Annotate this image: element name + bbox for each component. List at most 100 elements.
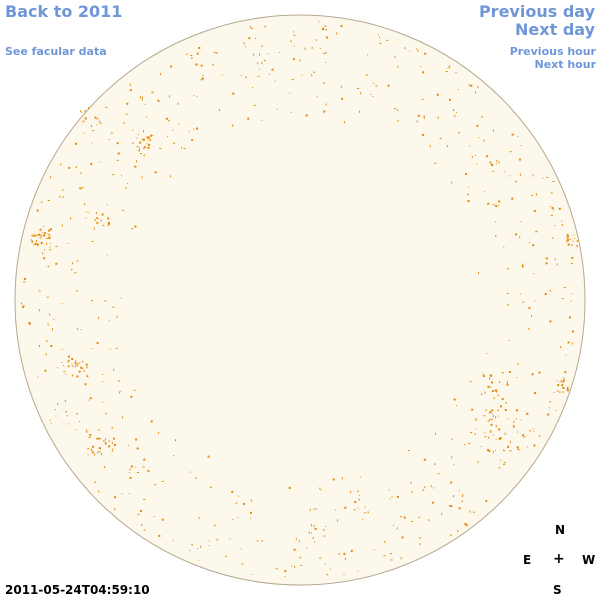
facula-dot bbox=[50, 228, 52, 231]
facula-dot bbox=[559, 381, 561, 383]
facula-dot bbox=[152, 135, 154, 136]
facula-dot bbox=[29, 323, 31, 325]
facula-dot bbox=[312, 536, 314, 539]
facula-dot bbox=[55, 415, 57, 417]
facula-dot bbox=[89, 397, 92, 400]
facula-dot bbox=[31, 234, 33, 237]
facula-dot bbox=[209, 486, 212, 488]
facula-dot bbox=[263, 60, 266, 62]
facula-dot bbox=[122, 416, 124, 419]
facula-dot bbox=[400, 557, 402, 560]
facula-dot bbox=[507, 304, 510, 306]
facula-dot bbox=[495, 416, 496, 419]
facula-dot bbox=[487, 385, 490, 388]
facula-dot bbox=[43, 225, 45, 227]
previous-hour-link[interactable]: Previous hour bbox=[509, 45, 596, 58]
facula-dot bbox=[562, 391, 564, 394]
facula-dot bbox=[293, 31, 294, 33]
facula-dot bbox=[498, 437, 501, 440]
facula-dot bbox=[301, 74, 303, 76]
facula-dot bbox=[91, 240, 94, 242]
facula-dot bbox=[91, 451, 94, 454]
facula-dot bbox=[566, 240, 568, 243]
facula-dot bbox=[423, 458, 426, 461]
facula-dot bbox=[517, 449, 520, 451]
facula-dot bbox=[545, 257, 548, 260]
facula-dot bbox=[508, 371, 511, 373]
facula-dot bbox=[481, 115, 483, 118]
next-day-link[interactable]: Next day bbox=[515, 20, 595, 39]
facula-dot bbox=[512, 425, 515, 428]
facula-dot bbox=[526, 446, 528, 448]
facula-dot bbox=[111, 441, 113, 444]
facula-dot bbox=[129, 83, 131, 86]
facula-dot bbox=[453, 495, 454, 498]
facula-dot bbox=[417, 49, 419, 52]
facula-dot bbox=[500, 405, 502, 408]
facula-dot bbox=[139, 96, 141, 99]
facula-dot bbox=[183, 147, 186, 149]
facula-dot bbox=[313, 71, 316, 73]
facula-dot bbox=[134, 225, 137, 228]
facula-dot bbox=[135, 438, 138, 441]
facula-dot bbox=[556, 263, 558, 266]
facula-dot bbox=[257, 75, 260, 77]
facular-data-link[interactable]: See facular data bbox=[5, 45, 107, 58]
facula-dot bbox=[63, 371, 66, 373]
facula-dot bbox=[92, 130, 95, 131]
facula-dot bbox=[422, 489, 424, 492]
facula-dot bbox=[45, 353, 47, 356]
facula-dot bbox=[470, 84, 473, 87]
facula-dot bbox=[49, 419, 51, 421]
facula-dot bbox=[340, 85, 342, 88]
facula-dot bbox=[457, 89, 459, 91]
facula-dot bbox=[489, 161, 491, 164]
facula-dot bbox=[474, 91, 476, 94]
facula-dot bbox=[197, 548, 199, 549]
facula-dot bbox=[481, 393, 483, 395]
facula-dot bbox=[82, 120, 85, 122]
facula-dot bbox=[475, 428, 477, 430]
facula-dot bbox=[322, 52, 325, 54]
facula-dot bbox=[503, 449, 505, 452]
facula-dot bbox=[423, 115, 426, 117]
facula-dot bbox=[178, 123, 180, 125]
facula-dot bbox=[110, 132, 113, 134]
facula-dot bbox=[81, 187, 84, 189]
facula-dot bbox=[148, 143, 151, 146]
facula-dot bbox=[553, 209, 555, 211]
facula-dot bbox=[474, 155, 476, 157]
facula-dot bbox=[116, 159, 119, 161]
facula-dot bbox=[158, 534, 161, 537]
facula-dot bbox=[419, 537, 421, 539]
facula-dot bbox=[325, 526, 327, 527]
facula-dot bbox=[28, 322, 31, 324]
facula-dot bbox=[567, 235, 569, 238]
facula-dot bbox=[146, 116, 148, 118]
facula-dot bbox=[81, 112, 83, 113]
facula-dot bbox=[498, 467, 501, 469]
facula-dot bbox=[322, 28, 324, 31]
facula-dot bbox=[78, 362, 81, 364]
facula-dot bbox=[57, 367, 59, 369]
facula-dot bbox=[104, 466, 106, 469]
facula-dot bbox=[564, 371, 567, 374]
facula-dot bbox=[388, 489, 390, 491]
next-hour-link[interactable]: Next hour bbox=[534, 58, 597, 71]
previous-day-link[interactable]: Previous day bbox=[478, 2, 595, 21]
facula-dot bbox=[536, 230, 538, 232]
facula-dot bbox=[72, 262, 74, 265]
facula-dot bbox=[436, 93, 439, 96]
facula-dot bbox=[86, 430, 88, 433]
facula-dot bbox=[61, 224, 63, 227]
facula-dot bbox=[576, 240, 578, 243]
facula-dot bbox=[520, 293, 521, 295]
facula-dot bbox=[319, 487, 321, 490]
facula-dot bbox=[36, 234, 39, 236]
facula-dot bbox=[46, 340, 48, 343]
back-to-year-link[interactable]: Back to 2011 bbox=[5, 2, 123, 21]
facula-dot bbox=[576, 245, 578, 248]
facula-dot bbox=[151, 91, 153, 94]
facula-dot bbox=[465, 524, 468, 527]
facula-dot bbox=[129, 89, 132, 92]
